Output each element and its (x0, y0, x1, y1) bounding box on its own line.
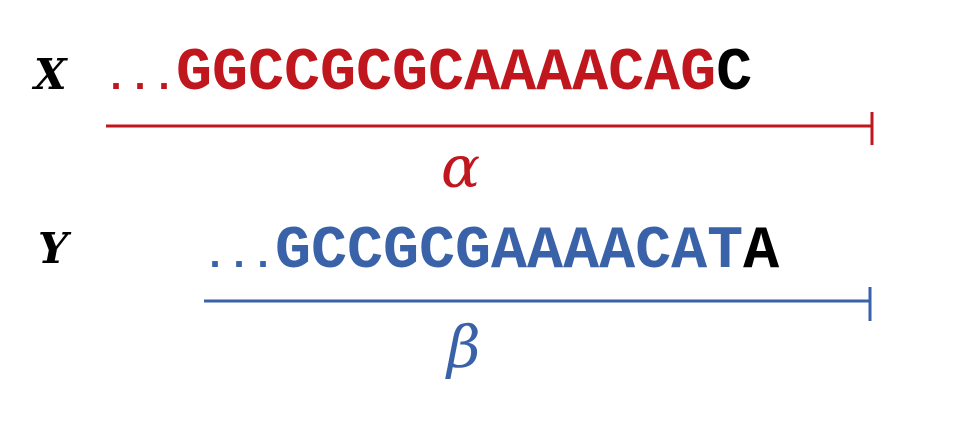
sequence-y-label: Y (38, 224, 68, 273)
bracket-alpha (106, 112, 874, 145)
sequence-x-bases: GGCCGCGCAAAACAG (176, 40, 717, 108)
bracket-beta (204, 287, 872, 321)
sequence-y: ...GCCGCGAAAACATA (203, 222, 779, 282)
sequence-x-label: X (34, 50, 67, 99)
beta-symbol: β (447, 313, 481, 381)
alpha-symbol: α (441, 133, 481, 201)
sequence-y-terminal-base: A (743, 218, 780, 286)
sequence-y-bases: GCCGCGAAAACAT (275, 218, 744, 286)
sequence-y-ellipsis: ... (203, 235, 276, 280)
sequence-x-terminal-base: C (716, 40, 753, 108)
sequence-x: ...GGCCGCGCAAAACAGC (104, 44, 752, 104)
sequence-x-ellipsis: ... (104, 57, 177, 102)
